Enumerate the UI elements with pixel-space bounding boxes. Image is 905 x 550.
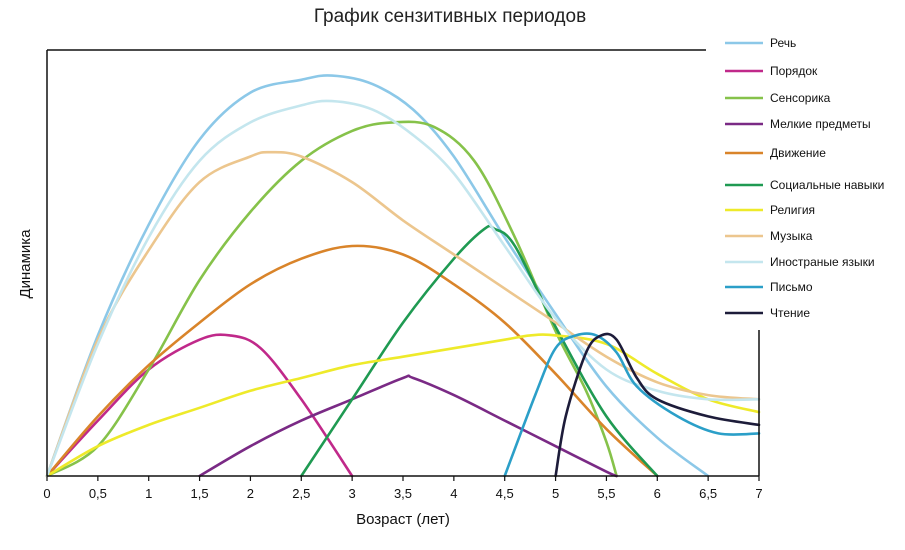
series-line-3 [45, 120, 618, 478]
x-tick-label: 2,5 [292, 486, 310, 501]
legend-label-1: Речь [770, 36, 796, 50]
x-tick-label: 3 [349, 486, 356, 501]
series-line-5 [45, 244, 659, 478]
legend-label-5: Движение [770, 146, 826, 160]
x-tick-label: 1,5 [191, 486, 209, 501]
axes-layer [46, 49, 760, 477]
x-tick-label: 4,5 [496, 486, 514, 501]
x-tick-labels: 0 0,5 1 1,5 2 2,5 3 3,5 4 4,5 5 5,5 6 6,5 7 [43, 476, 763, 501]
x-tick-label: 0,5 [89, 486, 107, 501]
x-tick-label: 5,5 [597, 486, 615, 501]
x-tick-label: 2 [247, 486, 254, 501]
x-tick-label: 5 [552, 486, 559, 501]
legend-label-6: Социальные навыки [770, 178, 884, 192]
series-line-1 [45, 74, 710, 478]
x-tick-label: 3,5 [394, 486, 412, 501]
x-tick-label: 0 [43, 486, 50, 501]
series-line-10 [503, 332, 761, 478]
legend-label-8: Музыка [770, 229, 813, 243]
x-tick-label: 6,5 [699, 486, 717, 501]
series-line-8 [45, 150, 761, 478]
legend-label-4: Мелкие предметы [770, 117, 871, 131]
legend-label-2: Порядок [770, 64, 818, 78]
chart-title: График сензитивных периодов [313, 6, 587, 27]
y-axis-label: Динамика [17, 229, 34, 299]
legend-label-11: Чтение [770, 306, 810, 320]
legend-label-10: Письмо [770, 280, 813, 294]
x-tick-label: 4 [450, 486, 457, 501]
x-axis-label: Возраст (лет) [356, 511, 450, 528]
x-tick-label: 6 [654, 486, 661, 501]
legend-label-7: Религия [770, 203, 815, 217]
legend: Речь Порядок Сенсорика Мелкие предметы Движе… [725, 36, 884, 320]
series-line-7 [45, 333, 761, 478]
x-tick-label: 7 [755, 486, 762, 501]
legend-label-9: Иностраные языки [770, 255, 875, 269]
series-layer [45, 74, 761, 478]
x-tick-label: 1 [145, 486, 152, 501]
series-line-2 [45, 333, 354, 478]
legend-label-3: Сенсорика [770, 91, 831, 105]
series-line-11 [554, 332, 761, 478]
series-line-4 [198, 374, 618, 478]
series-line-9 [45, 99, 761, 478]
